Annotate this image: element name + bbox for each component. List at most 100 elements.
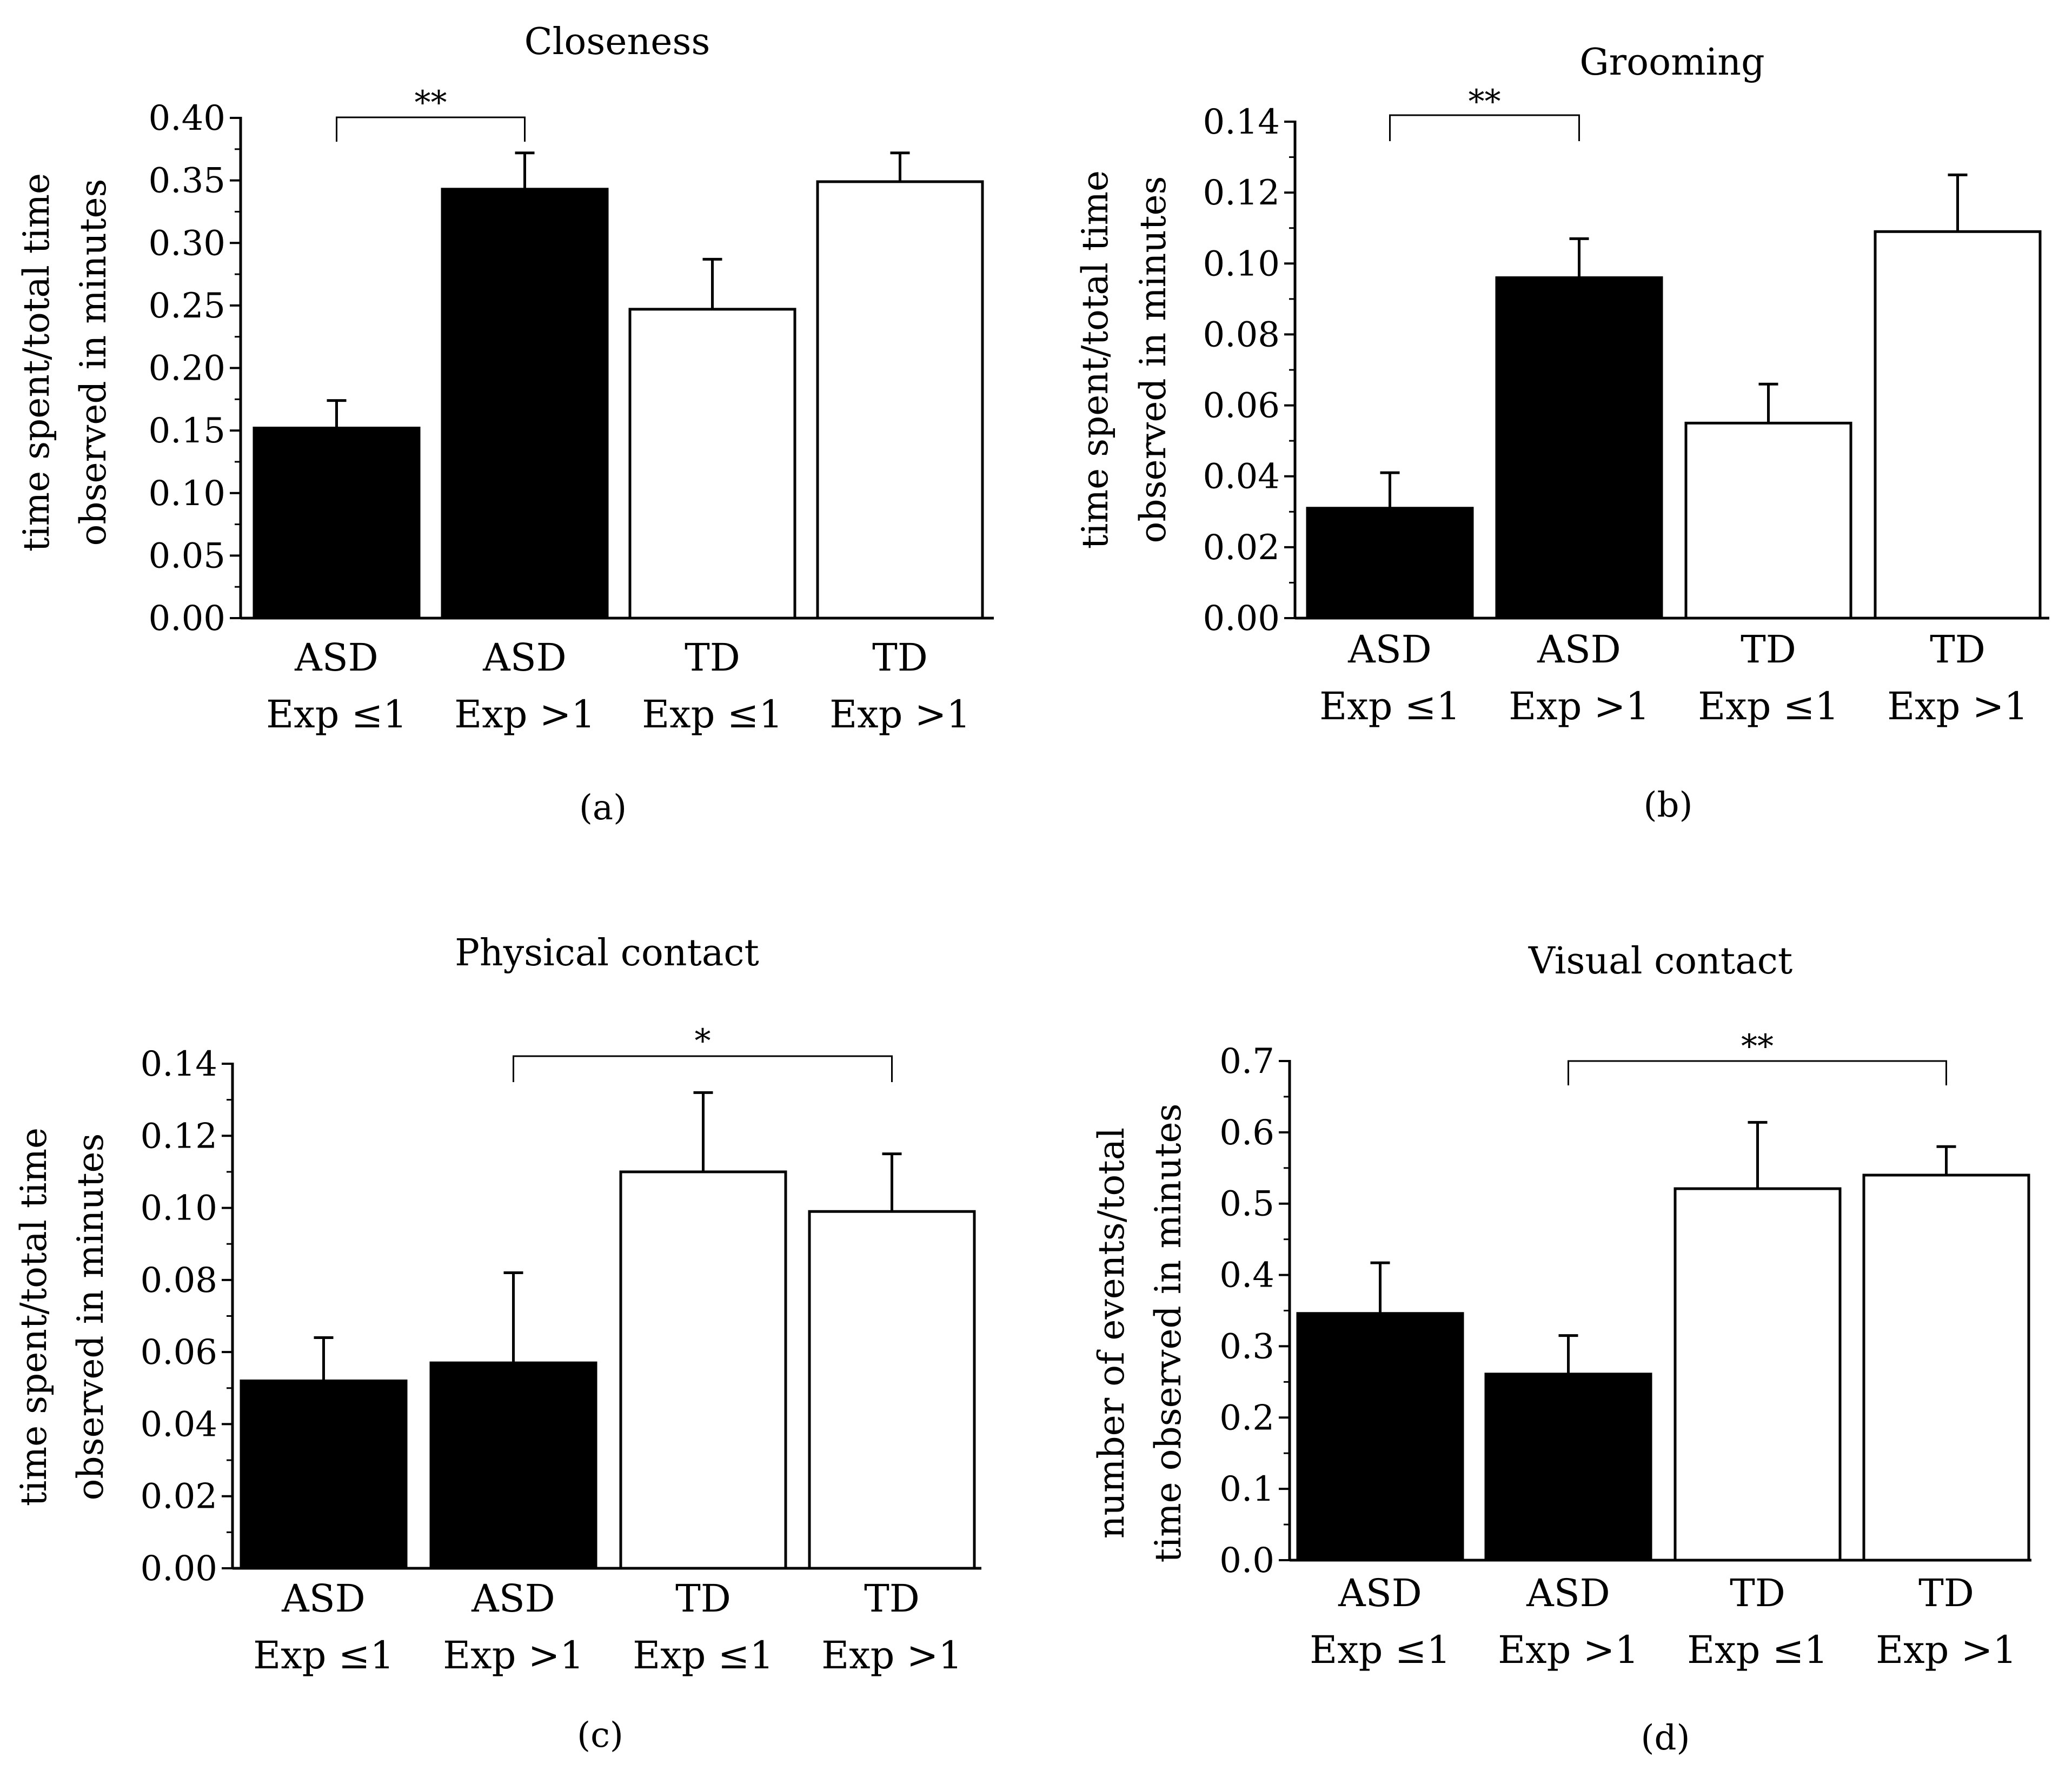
y-tick-label: 0.35 xyxy=(149,161,226,201)
x-tick-label: ASD xyxy=(1526,1571,1610,1615)
x-tick-label: Exp ≤1 xyxy=(1319,684,1460,728)
panel-label: (a) xyxy=(579,788,627,828)
x-tick-label: Exp ≤1 xyxy=(266,692,407,737)
x-tick-label: Exp >1 xyxy=(454,692,595,737)
x-tick-label: ASD xyxy=(482,635,567,680)
y-axis-label: time spent/total time xyxy=(13,1128,55,1506)
y-tick-label: 0.25 xyxy=(149,286,226,326)
x-tick-label: Exp ≤1 xyxy=(1698,684,1839,728)
y-tick-label: 0.3 xyxy=(1219,1327,1274,1367)
chart-title: Visual contact xyxy=(1528,940,1792,983)
y-tick-label: 0.12 xyxy=(141,1116,218,1156)
chart-panel-4: Visual contact number of events/total time… xyxy=(1091,940,2031,1758)
y-tick-label: 0.05 xyxy=(149,536,226,576)
y-tick-label: 0.15 xyxy=(149,411,226,451)
y-tick-label: 0.00 xyxy=(1203,599,1280,639)
y-tick-label: 0.06 xyxy=(141,1333,218,1373)
x-tick-label: ASD xyxy=(1338,1571,1422,1615)
x-tick-label: ASD xyxy=(1537,627,1621,672)
bar xyxy=(619,1170,787,1570)
x-tick-label: Exp ≤1 xyxy=(633,1633,774,1678)
x-tick-label: ASD xyxy=(1347,627,1432,672)
panel-label: (c) xyxy=(577,1715,623,1755)
bar xyxy=(816,180,984,620)
y-tick-label: 0.12 xyxy=(1203,173,1280,213)
y-tick-label: 0.14 xyxy=(1203,102,1280,142)
y-tick-label: 0.02 xyxy=(1203,528,1280,568)
significance-label: ** xyxy=(1469,83,1501,121)
x-tick-label: ASD xyxy=(294,635,378,680)
y-tick-label: 0.04 xyxy=(141,1404,218,1444)
significance-label: ** xyxy=(415,84,447,122)
y-tick-label: 0.08 xyxy=(141,1261,218,1301)
bar xyxy=(1495,276,1663,620)
y-tick-label: 0.40 xyxy=(149,98,226,138)
bar xyxy=(1296,1312,1464,1562)
y-tick-label: 0.10 xyxy=(141,1189,218,1229)
x-tick-label: Exp >1 xyxy=(1876,1628,2017,1672)
x-tick-label: TD xyxy=(872,635,928,680)
y-tick-label: 0.1 xyxy=(1219,1469,1274,1509)
y-axis-label: observed in minutes xyxy=(1132,176,1174,543)
bar xyxy=(808,1210,976,1570)
y-tick-label: 0.08 xyxy=(1203,315,1280,355)
y-axis-label: number of events/total xyxy=(1091,1128,1132,1539)
y-tick-label: 0.04 xyxy=(1203,457,1280,497)
bar xyxy=(1673,1187,1842,1562)
x-tick-label: TD xyxy=(864,1576,920,1621)
panel-label: (b) xyxy=(1644,785,1693,825)
y-tick-label: 0.00 xyxy=(149,599,226,639)
x-tick-label: Exp >1 xyxy=(821,1633,962,1678)
y-tick-label: 0.0 xyxy=(1219,1541,1274,1581)
chart-panel-2: Grooming time spent/total time observed in… xyxy=(1074,41,2049,825)
y-tick-label: 0.00 xyxy=(141,1549,218,1589)
chart-panel-1: Closeness time spent/total time observed i… xyxy=(16,21,994,828)
y-tick-label: 0.4 xyxy=(1219,1256,1274,1296)
y-axis-label: time spent/total time xyxy=(16,173,57,552)
y-tick-label: 0.14 xyxy=(141,1044,218,1084)
bar xyxy=(1484,1373,1652,1562)
y-tick-label: 0.10 xyxy=(149,474,226,514)
bar xyxy=(441,188,609,620)
y-tick-label: 0.7 xyxy=(1219,1042,1274,1082)
x-tick-label: Exp >1 xyxy=(829,692,971,737)
chart-panel-3: Physical contact time spent/total time obs… xyxy=(13,932,981,1755)
y-tick-label: 0.10 xyxy=(1203,244,1280,284)
x-tick-label: TD xyxy=(1730,1571,1785,1615)
bar xyxy=(1306,507,1474,620)
x-tick-label: TD xyxy=(1741,627,1796,672)
bar xyxy=(429,1361,597,1570)
x-tick-label: TD xyxy=(1918,1571,1974,1615)
y-axis-label: time spent/total time xyxy=(1074,170,1116,549)
y-tick-label: 0.02 xyxy=(141,1477,218,1517)
significance-bracket xyxy=(1568,1060,1947,1085)
x-tick-label: Exp ≤1 xyxy=(1687,1628,1828,1672)
bar xyxy=(253,427,421,620)
bar xyxy=(628,308,796,620)
y-tick-label: 0.20 xyxy=(149,349,226,389)
x-tick-label: Exp ≤1 xyxy=(253,1633,394,1678)
y-tick-label: 0.06 xyxy=(1203,386,1280,426)
x-tick-label: TD xyxy=(685,635,740,680)
x-tick-label: ASD xyxy=(471,1576,555,1621)
x-tick-label: Exp ≤1 xyxy=(1310,1628,1451,1672)
x-tick-label: Exp >1 xyxy=(1887,684,2028,728)
bar xyxy=(1862,1174,2030,1562)
bar xyxy=(1874,230,2042,620)
significance-label: ** xyxy=(1741,1027,1774,1065)
x-tick-label: Exp >1 xyxy=(1509,684,1650,728)
panel-label: (d) xyxy=(1641,1718,1690,1758)
y-axis-label: time observed in minutes xyxy=(1147,1103,1189,1562)
y-axis-label: observed in minutes xyxy=(72,179,114,546)
chart-title: Grooming xyxy=(1579,41,1764,84)
x-tick-label: TD xyxy=(1930,627,1985,672)
x-tick-label: Exp ≤1 xyxy=(642,692,783,737)
y-tick-label: 0.6 xyxy=(1219,1113,1274,1153)
significance-label: * xyxy=(695,1022,711,1060)
chart-title: Closeness xyxy=(524,21,710,63)
bar xyxy=(1684,421,1852,620)
x-tick-label: Exp >1 xyxy=(443,1633,584,1678)
x-tick-label: TD xyxy=(675,1576,731,1621)
y-tick-label: 0.30 xyxy=(149,223,226,263)
